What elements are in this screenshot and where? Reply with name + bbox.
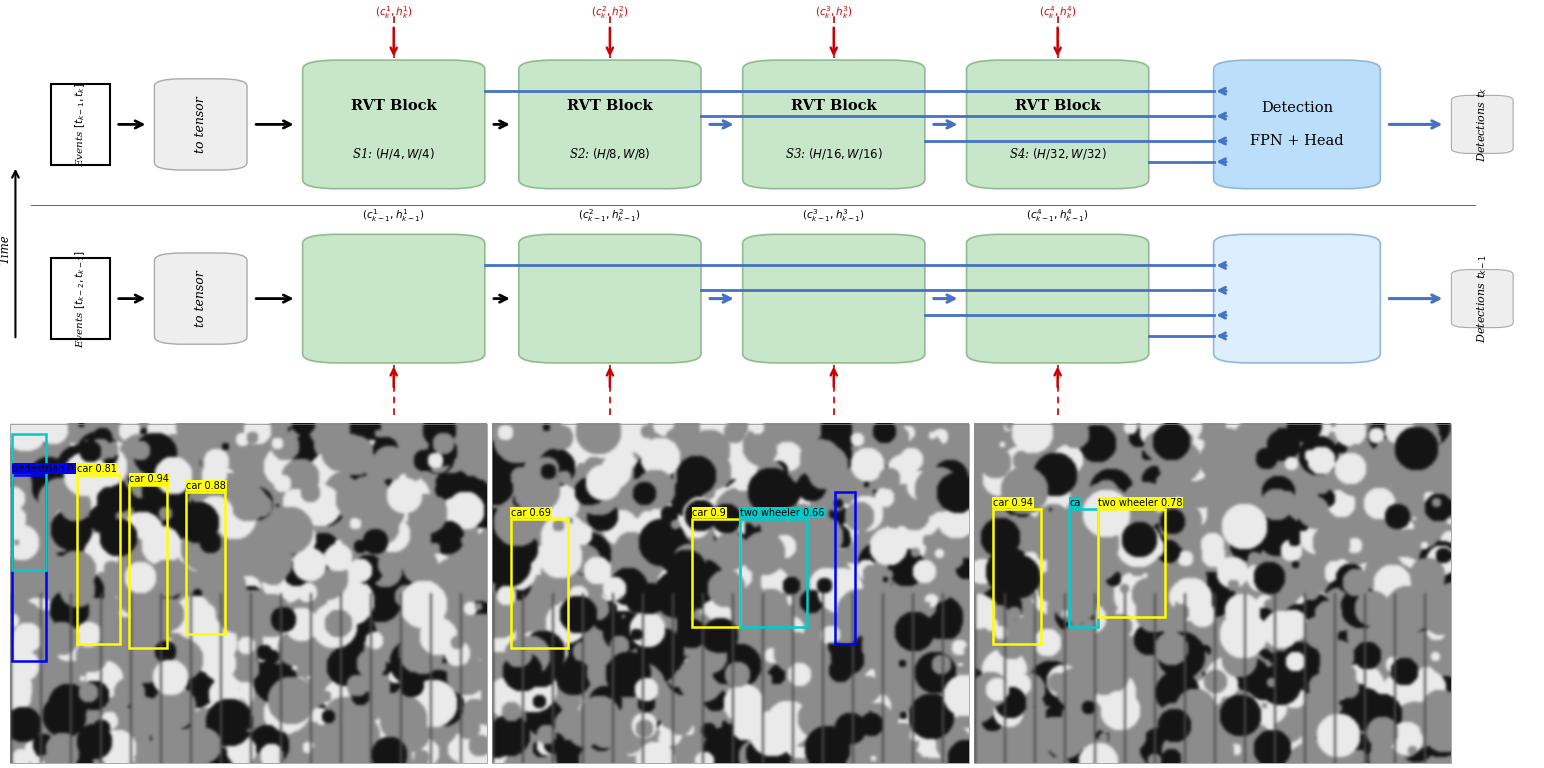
Bar [51,258,110,339]
Bar [692,519,740,627]
Text: RVT Block: RVT Block [567,99,653,113]
FancyBboxPatch shape [743,234,925,362]
Text: Detections $t_{k-1}$: Detections $t_{k-1}$ [1476,254,1488,343]
Text: car 0.9: car 0.9 [692,508,726,518]
Bar [511,519,568,647]
Text: two wheeler 0.78: two wheeler 0.78 [1098,498,1183,508]
Text: $(c_k^1, h_k^1)$: $(c_k^1, h_k^1)$ [375,4,412,21]
FancyBboxPatch shape [154,253,247,344]
Bar [9,424,486,763]
Text: $(c_{k-1}^3, h_{k-1}^3)$: $(c_{k-1}^3, h_{k-1}^3)$ [803,207,865,224]
FancyBboxPatch shape [154,79,247,170]
FancyBboxPatch shape [1214,234,1380,362]
Text: car 0.81: car 0.81 [77,464,117,474]
FancyBboxPatch shape [303,234,485,362]
Text: pedestrian 0.73: pedestrian 0.73 [12,464,90,474]
Bar [740,519,808,627]
FancyBboxPatch shape [303,60,485,189]
Text: Events $[t_{k-1}, t_k]$: Events $[t_{k-1}, t_k]$ [74,82,86,167]
Text: car 0.94: car 0.94 [993,498,1033,508]
Bar [130,485,167,647]
Text: S2: $(H/8, W/8)$: S2: $(H/8, W/8)$ [570,146,650,161]
Text: S4: $(H/32, W/32)$: S4: $(H/32, W/32)$ [1008,146,1107,161]
FancyBboxPatch shape [967,60,1149,189]
Text: car 0.94: car 0.94 [130,474,170,484]
Bar [1098,508,1164,617]
Text: Detections $t_k$: Detections $t_k$ [1476,87,1488,162]
FancyBboxPatch shape [519,234,701,362]
Bar [187,492,224,634]
Text: Events $[t_{k-2}, t_{k-1}]$: Events $[t_{k-2}, t_{k-1}]$ [74,250,86,348]
Bar [1070,508,1098,627]
Bar [993,508,1041,644]
Bar [77,475,120,644]
FancyBboxPatch shape [743,60,925,189]
Text: S1: $(H/4, W/4)$: S1: $(H/4, W/4)$ [352,146,435,161]
Bar [974,424,1451,763]
Bar [835,492,854,644]
Text: $(c_{k-1}^1, h_{k-1}^1)$: $(c_{k-1}^1, h_{k-1}^1)$ [363,207,425,224]
Bar [12,434,46,570]
Text: Detection: Detection [1261,101,1332,115]
Text: ca: ca [1070,498,1081,508]
Bar [12,475,46,661]
Bar [493,424,970,763]
FancyBboxPatch shape [1214,60,1380,189]
Text: car 0.69: car 0.69 [511,508,551,518]
Text: $(c_k^2, h_k^2)$: $(c_k^2, h_k^2)$ [591,4,628,21]
FancyBboxPatch shape [1451,95,1513,154]
Text: S3: $(H/16, W/16)$: S3: $(H/16, W/16)$ [784,146,883,161]
Text: RVT Block: RVT Block [350,99,437,113]
FancyBboxPatch shape [967,234,1149,362]
Text: FPN + Head: FPN + Head [1251,134,1343,148]
Text: RVT Block: RVT Block [791,99,877,113]
Text: to tensor: to tensor [195,270,207,327]
Text: car 0.88: car 0.88 [187,481,227,491]
FancyBboxPatch shape [519,60,701,189]
Text: $(c_k^4, h_k^4)$: $(c_k^4, h_k^4)$ [1039,4,1076,21]
Bar [51,84,110,165]
Text: two wheeler 0.66: two wheeler 0.66 [740,508,824,518]
Text: Time: Time [0,234,11,263]
Text: to tensor: to tensor [195,96,207,153]
Text: $(c_k^3, h_k^3)$: $(c_k^3, h_k^3)$ [815,4,852,21]
FancyBboxPatch shape [1451,270,1513,328]
Text: RVT Block: RVT Block [1014,99,1101,113]
Text: $(c_{k-1}^4, h_{k-1}^4)$: $(c_{k-1}^4, h_{k-1}^4)$ [1027,207,1089,224]
Text: $(c_{k-1}^2, h_{k-1}^2)$: $(c_{k-1}^2, h_{k-1}^2)$ [579,207,641,224]
